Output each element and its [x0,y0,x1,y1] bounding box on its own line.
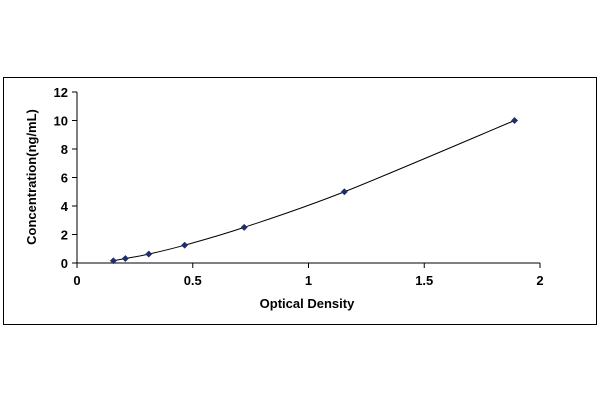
y-tick-label: 0 [61,256,68,271]
trend-curve [113,120,515,262]
data-point-marker [510,116,519,125]
y-axis-title: Concentration(ng/mL) [24,109,39,245]
y-tick-label: 10 [54,114,68,129]
plot-area: 0 0.5 1 1.5 2 0 2 4 6 8 10 12 [54,85,544,288]
x-tick-label: 0.5 [184,273,202,288]
data-point-marker [145,250,153,258]
x-tick-label: 1.5 [415,273,433,288]
data-point-marker [121,254,129,263]
data-point-marker [109,257,117,265]
x-tick-label: 1 [305,273,312,288]
chart-frame [3,77,597,325]
x-axis-title: Optical Density [260,296,355,311]
y-tick-label: 8 [61,142,68,157]
y-tick-label: 4 [61,199,69,214]
y-tick-label: 2 [61,228,68,243]
y-tick-label: 12 [54,85,68,100]
x-tick-label: 2 [536,273,543,288]
data-point-marker [240,223,248,231]
y-tick-label: 6 [61,171,68,186]
data-point-marker [340,188,348,196]
data-point-marker [181,241,189,249]
x-tick-label: 0 [73,273,80,288]
